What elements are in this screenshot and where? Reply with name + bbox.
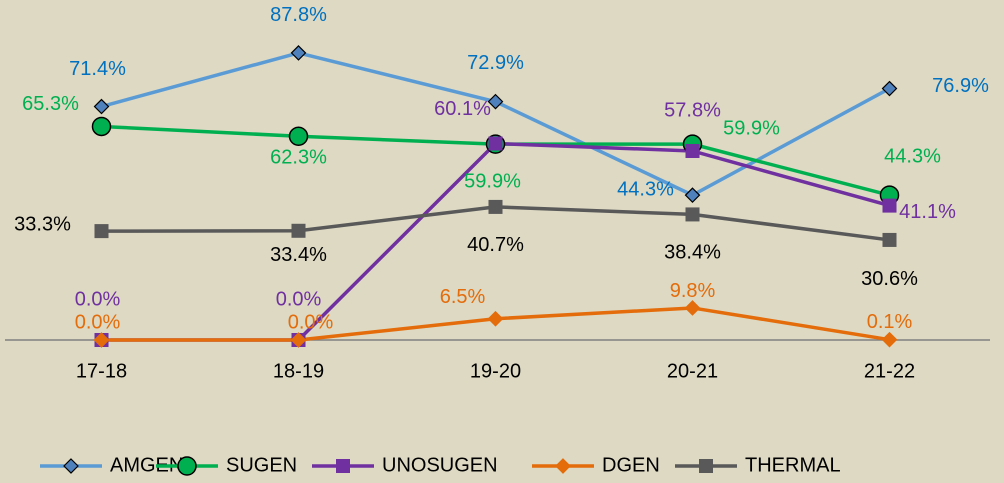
data-label: 44.3% [617,178,674,200]
marker [685,207,700,222]
legend-marker [177,456,197,476]
marker [93,332,110,348]
x-tick-label: 18-19 [273,360,324,382]
legend-label: UNOSUGEN [382,454,498,476]
marker [288,126,309,147]
marker [882,198,897,213]
legend-marker [699,459,713,473]
marker [881,331,898,348]
data-label: 33.4% [270,244,327,266]
data-label: 41.1% [899,201,956,223]
x-tick-label: 19-20 [470,360,521,382]
legend-label: DGEN [602,454,660,476]
data-label: 65.3% [22,93,79,115]
marker [684,187,701,203]
data-label: 38.4% [664,242,721,264]
data-label: 30.6% [861,268,918,290]
data-label: 72.9% [467,52,524,74]
marker [290,332,307,348]
data-label: 33.3% [14,213,71,235]
data-label: 59.9% [464,170,521,192]
marker [91,116,112,137]
data-label: 0.1% [867,311,913,333]
x-tick-label: 17-18 [76,360,127,382]
legend-marker [555,458,571,474]
legend-label: AMGEN [110,454,183,476]
data-label: 59.9% [723,117,780,139]
data-label: 57.8% [664,99,721,121]
marker [881,80,898,97]
data-label: 0.0% [75,288,121,310]
data-label: 40.7% [467,234,524,256]
legend-marker [336,459,350,473]
data-label: 62.3% [270,147,327,169]
data-label: 0.0% [75,311,121,333]
legend-marker [63,458,79,474]
marker [685,143,700,158]
data-label: 71.4% [69,58,126,80]
marker [94,224,109,239]
legend-label: THERMAL [745,454,841,476]
data-label: 0.0% [276,288,322,310]
marker [291,223,306,238]
data-label: 60.1% [434,98,491,120]
marker [487,310,504,327]
marker [488,199,503,214]
data-label: 44.3% [884,145,941,167]
data-label: 6.5% [440,286,486,308]
marker [290,45,307,61]
data-label: 9.8% [670,280,716,302]
x-tick-label: 20-21 [667,360,718,382]
x-tick-label: 21-22 [864,360,915,382]
marker [882,232,897,247]
data-label: 76.9% [932,75,989,97]
marker [488,136,503,151]
data-label: 0.0% [288,311,334,333]
legend-label: SUGEN [226,454,297,476]
marker [684,300,701,316]
marker [93,98,110,115]
data-label: 87.8% [270,4,327,26]
marker [487,93,504,110]
